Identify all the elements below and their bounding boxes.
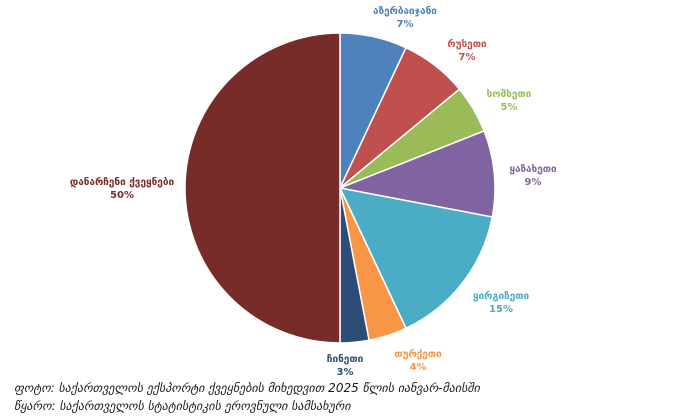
pie-slices — [184, 32, 496, 344]
source-caption: წყარო: საქართველოს სტატისტიკის ეროვნული … — [14, 399, 351, 413]
pie-chart: აზერბაიჯანი 7% რუსეთი 7% სომხეთი 5% ყაზახეთი 9%… — [70, 5, 557, 375]
slice-label: დანარჩენი ქვეყნები 50% — [70, 176, 175, 201]
slice-percent-label: 3% — [337, 367, 354, 375]
slice-label: ყაზახეთი 9% — [509, 163, 557, 188]
slice-label: ჩინეთი 3% — [327, 353, 364, 375]
slice-percent-label: 7% — [397, 19, 414, 30]
slice-name-label: სომხეთი — [487, 88, 532, 100]
slice-name-label: ჩინეთი — [327, 353, 364, 365]
slice-name-label: ყაზახეთი — [509, 163, 557, 175]
pie-slice — [338, 186, 494, 330]
slice-name-label: თურქეთი — [394, 348, 442, 360]
slice-name-label: რუსეთი — [447, 38, 487, 50]
slice-name-label: ყირგიზეთი — [473, 290, 530, 302]
photo-caption: ფოტო: საქართველოს ექსპორტი ქვეყნების მიხ… — [14, 381, 480, 395]
slice-percent-label: 7% — [459, 52, 476, 63]
slice-label: აზერბაიჯანი 7% — [373, 5, 437, 30]
slice-percent-label: 15% — [489, 304, 513, 315]
slice-label: თურქეთი 4% — [394, 348, 442, 373]
slice-percent-label: 5% — [501, 102, 518, 113]
slice-percent-label: 9% — [525, 177, 542, 188]
slice-label: ყირგიზეთი 15% — [473, 290, 530, 315]
slice-percent-label: 50% — [110, 190, 134, 201]
slice-label: რუსეთი 7% — [447, 38, 487, 63]
pie-labels: აზერბაიჯანი 7% რუსეთი 7% სომხეთი 5% ყაზახეთი 9%… — [70, 5, 557, 375]
slice-name-label: აზერბაიჯანი — [373, 5, 437, 17]
slice-percent-label: 4% — [410, 362, 427, 373]
pie-slice — [184, 32, 341, 344]
slice-label: სომხეთი 5% — [487, 88, 532, 113]
pie-slice — [337, 129, 496, 218]
slice-name-label: დანარჩენი ქვეყნები — [70, 176, 175, 188]
